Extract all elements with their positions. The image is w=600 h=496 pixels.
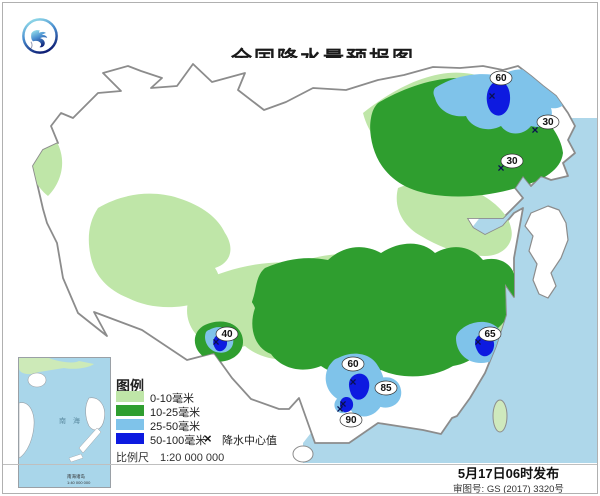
svg-text:南 海: 南 海 — [59, 416, 80, 425]
svg-text:40: 40 — [221, 329, 233, 340]
svg-text:30: 30 — [506, 156, 518, 167]
svg-text:85: 85 — [380, 383, 392, 394]
svg-text:90: 90 — [345, 415, 357, 426]
svg-text:×: × — [488, 89, 495, 103]
svg-text:×: × — [349, 375, 356, 389]
svg-text:65: 65 — [484, 329, 496, 340]
svg-text:60: 60 — [347, 359, 359, 370]
svg-text:60: 60 — [495, 73, 507, 84]
svg-text:×: × — [531, 123, 538, 137]
svg-text:1:40 000 000: 1:40 000 000 — [67, 480, 91, 485]
svg-text:30: 30 — [542, 117, 554, 128]
svg-text:×: × — [336, 402, 343, 416]
svg-text:南海诸岛: 南海诸岛 — [67, 473, 85, 480]
